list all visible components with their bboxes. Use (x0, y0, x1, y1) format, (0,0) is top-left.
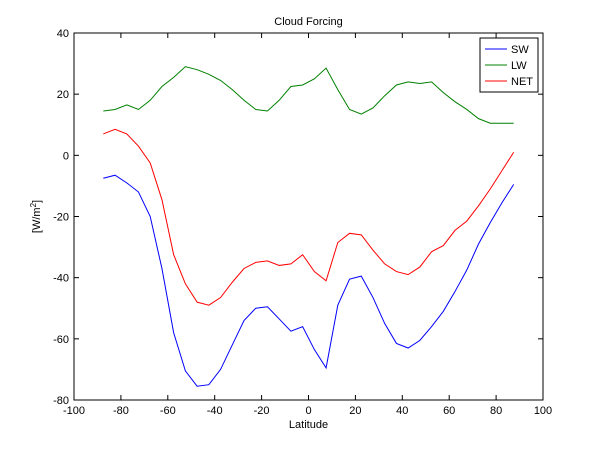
y-tick-label: -60 (53, 334, 69, 346)
series-line-net (103, 128, 515, 306)
x-tick-label: -20 (254, 405, 270, 417)
x-tick-label: -100 (63, 405, 85, 417)
x-tick-label: 60 (443, 405, 455, 417)
x-axis-label: Latitude (289, 419, 328, 431)
y-tick-label: 40 (57, 28, 69, 40)
y-axis-label-end: ] (31, 200, 43, 203)
legend-label-sw: SW (511, 44, 529, 56)
legend-label-net: NET (511, 76, 533, 88)
x-tick-label: 100 (534, 405, 552, 417)
x-tick-label: 40 (396, 405, 408, 417)
x-axis-ticks: -100 -80 -60 -40 -20 0 20 40 60 80 100 (63, 33, 552, 417)
y-axis-label-superscript: 2 (29, 202, 38, 207)
x-tick-label: -80 (113, 405, 129, 417)
x-tick-label: -40 (207, 405, 223, 417)
series-line-lw (103, 66, 514, 124)
x-tick-label: -60 (160, 405, 176, 417)
y-tick-label: -40 (53, 273, 69, 285)
y-tick-label: 0 (63, 150, 69, 162)
y-axis-label-main: [W/m (31, 207, 43, 233)
chart-title: Cloud Forcing (274, 16, 342, 28)
y-axis-ticks: -80 -60 -40 -20 0 20 40 (53, 28, 543, 407)
series-line-sw (103, 174, 515, 387)
y-axis-label: [W/m2] (29, 200, 43, 233)
x-tick-label: 80 (490, 405, 502, 417)
legend: SW LW NET (479, 37, 539, 93)
legend-label-lw: LW (511, 60, 527, 72)
y-tick-label: -80 (53, 395, 69, 407)
plot-area (73, 32, 544, 401)
x-tick-label: 20 (349, 405, 361, 417)
x-tick-label: 0 (305, 405, 311, 417)
y-tick-label: -20 (53, 212, 69, 224)
y-tick-label: 20 (57, 89, 69, 101)
series-lines (103, 66, 515, 387)
